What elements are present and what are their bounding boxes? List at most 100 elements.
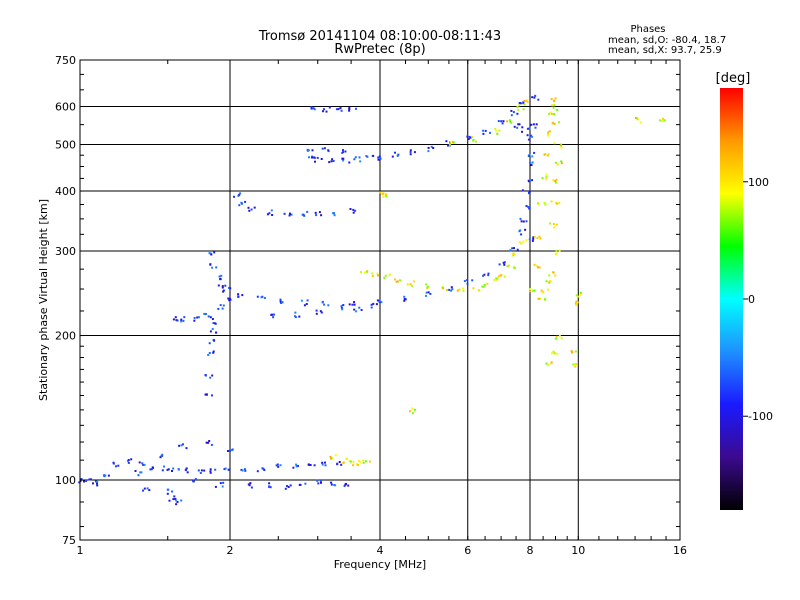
o-mode-point <box>468 135 471 138</box>
o-mode-point <box>279 464 282 467</box>
o-mode-point <box>526 127 529 130</box>
o-mode-point <box>307 149 310 152</box>
x-mode-point <box>575 363 578 366</box>
o-mode-point <box>240 468 243 471</box>
x-mode-point <box>531 289 534 292</box>
o-mode-point <box>310 106 313 109</box>
x-mode-point <box>409 283 412 286</box>
o-mode-point <box>516 112 519 115</box>
o-mode-point <box>351 303 354 306</box>
o-mode-point <box>83 480 85 483</box>
o-mode-point <box>211 318 214 320</box>
o-mode-point <box>219 304 222 307</box>
x-mode-point <box>573 363 576 366</box>
o-mode-point <box>139 471 142 474</box>
o-mode-point <box>535 123 538 126</box>
o-mode-point <box>324 464 327 467</box>
o-mode-point <box>96 484 99 487</box>
o-mode-point <box>427 291 430 294</box>
o-mode-point <box>183 316 186 319</box>
x-mode-point <box>545 280 548 283</box>
o-mode-point <box>342 157 345 160</box>
x-mode-point <box>554 97 557 100</box>
x-mode-point <box>513 253 516 256</box>
x-mode-point <box>556 163 559 166</box>
x-mode-point <box>462 290 465 293</box>
o-mode-point <box>315 312 318 315</box>
o-mode-point <box>311 149 314 152</box>
o-mode-point <box>222 290 225 293</box>
o-mode-point <box>305 303 308 305</box>
o-mode-point <box>182 443 184 446</box>
o-mode-point <box>248 209 251 212</box>
o-mode-point <box>167 488 170 491</box>
o-mode-point <box>338 461 341 463</box>
o-mode-point <box>209 330 212 333</box>
o-mode-point <box>211 266 214 269</box>
o-mode-point <box>354 156 357 159</box>
x-axis-ticks: 1 2 4 6 8 10 16 <box>77 60 687 557</box>
o-mode-point <box>534 94 537 97</box>
x-mode-point <box>543 298 546 301</box>
o-mode-point <box>256 470 259 473</box>
o-mode-point <box>531 155 534 158</box>
o-mode-point <box>221 307 224 310</box>
o-mode-point <box>534 126 537 129</box>
x-mode-point <box>549 222 552 225</box>
o-mode-point <box>237 293 240 296</box>
o-mode-point <box>146 487 149 490</box>
x-mode-point <box>579 293 582 296</box>
o-mode-point <box>96 480 99 483</box>
o-mode-point <box>244 200 247 203</box>
o-mode-point <box>498 263 501 266</box>
o-mode-point <box>445 140 448 143</box>
o-mode-point <box>527 206 530 208</box>
o-mode-point <box>315 309 318 312</box>
x-mode-point <box>525 239 528 242</box>
o-mode-point <box>500 120 503 123</box>
o-mode-point <box>342 149 344 151</box>
x-mode-point <box>411 284 414 287</box>
x-mode-point <box>371 272 374 275</box>
o-mode-point <box>171 470 173 472</box>
o-mode-point <box>409 151 412 153</box>
o-mode-point <box>211 374 214 377</box>
x-mode-point <box>369 460 371 463</box>
o-mode-point <box>319 480 322 482</box>
x-mode-point <box>362 459 365 462</box>
o-mode-point <box>360 309 363 311</box>
x-mode-point <box>522 240 525 243</box>
o-mode-point <box>348 303 351 306</box>
x-mode-point <box>496 132 499 135</box>
o-mode-point <box>209 316 212 319</box>
o-mode-point <box>372 302 375 305</box>
o-mode-point <box>163 465 165 468</box>
x-mode-point <box>639 121 642 124</box>
x-mode-point <box>425 283 428 286</box>
x-mode-point <box>345 457 348 460</box>
o-mode-point <box>241 469 244 472</box>
x-mode-point <box>526 100 529 103</box>
o-mode-point <box>253 206 256 209</box>
o-mode-point <box>502 120 505 123</box>
o-mode-point <box>321 147 324 150</box>
o-mode-point <box>237 295 240 298</box>
x-mode-point <box>518 104 521 107</box>
o-mode-point <box>322 110 324 113</box>
o-mode-point <box>186 471 189 474</box>
x-mode-point <box>545 362 548 365</box>
o-mode-point <box>510 114 513 117</box>
x-mode-point <box>482 285 485 288</box>
o-mode-point <box>376 299 379 302</box>
x-mode-point <box>523 103 526 106</box>
o-mode-point <box>295 465 298 468</box>
o-mode-point <box>205 393 208 396</box>
x-mode-point <box>411 412 414 415</box>
x-mode-point <box>547 132 549 135</box>
o-mode-point <box>391 155 394 158</box>
x-mode-point <box>341 462 344 465</box>
stats-o-line: mean, sd,O: -80.4, 18.7 <box>608 35 726 46</box>
x-mode-point <box>537 202 540 205</box>
o-mode-point <box>227 468 230 471</box>
y-tick-label: 300 <box>55 245 76 258</box>
